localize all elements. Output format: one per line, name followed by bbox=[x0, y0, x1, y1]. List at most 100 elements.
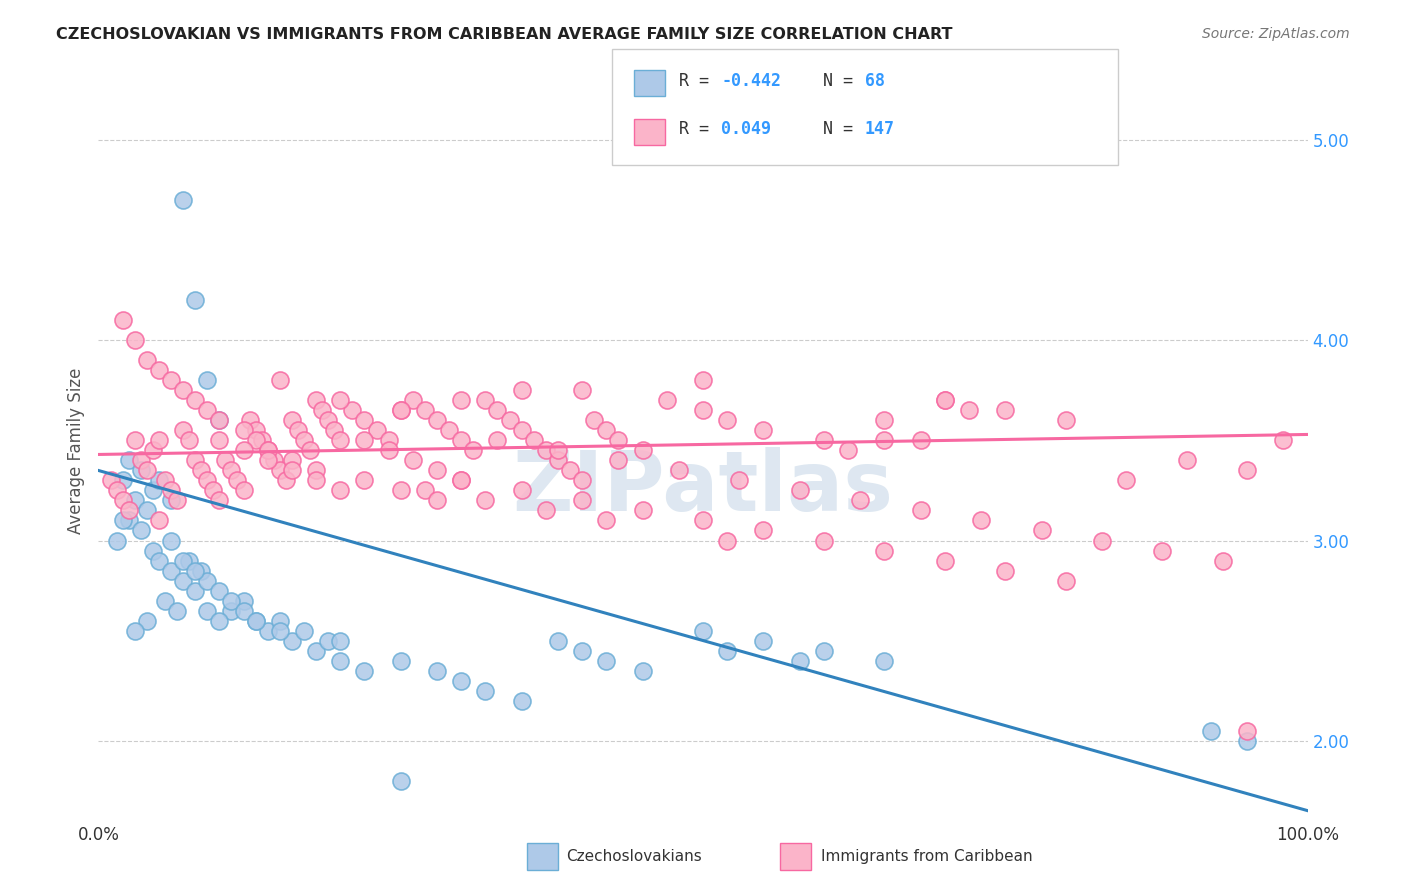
Point bbox=[437, 424, 460, 438]
Point bbox=[184, 393, 207, 408]
Point bbox=[631, 443, 654, 458]
Point bbox=[510, 483, 533, 498]
Point bbox=[837, 443, 859, 458]
Point bbox=[118, 503, 141, 517]
Point bbox=[305, 463, 328, 477]
Point bbox=[281, 633, 304, 648]
Point bbox=[474, 683, 496, 698]
Point bbox=[1175, 453, 1198, 467]
Point bbox=[245, 424, 267, 438]
Point bbox=[142, 543, 165, 558]
Point bbox=[353, 413, 375, 427]
Point bbox=[256, 453, 278, 467]
Point bbox=[728, 474, 751, 488]
Point bbox=[1236, 463, 1258, 477]
Point bbox=[692, 373, 714, 387]
Point bbox=[195, 403, 218, 417]
Point bbox=[232, 593, 254, 607]
Point bbox=[789, 483, 811, 498]
Point bbox=[160, 373, 183, 387]
Point bbox=[124, 624, 146, 638]
Point bbox=[190, 463, 212, 477]
Point bbox=[571, 474, 593, 488]
Point bbox=[281, 413, 304, 427]
Point bbox=[813, 643, 835, 657]
Point bbox=[1236, 723, 1258, 738]
Point bbox=[184, 453, 207, 467]
Point bbox=[316, 633, 339, 648]
Point bbox=[292, 434, 315, 448]
Point bbox=[118, 453, 141, 467]
Point bbox=[607, 434, 630, 448]
Point bbox=[583, 413, 606, 427]
Point bbox=[1236, 733, 1258, 747]
Text: Source: ZipAtlas.com: Source: ZipAtlas.com bbox=[1202, 27, 1350, 41]
Point bbox=[323, 424, 346, 438]
Point bbox=[208, 434, 231, 448]
Point bbox=[274, 474, 297, 488]
Point bbox=[269, 373, 291, 387]
Point bbox=[148, 474, 170, 488]
Point bbox=[111, 514, 134, 528]
Point bbox=[166, 493, 188, 508]
Point bbox=[208, 614, 231, 628]
Point bbox=[413, 403, 436, 417]
Point bbox=[389, 403, 412, 417]
Point bbox=[813, 533, 835, 548]
Point bbox=[523, 434, 546, 448]
Point bbox=[208, 493, 231, 508]
Point bbox=[172, 553, 194, 567]
Point bbox=[105, 483, 128, 498]
Point bbox=[263, 453, 285, 467]
Point bbox=[172, 574, 194, 588]
Point bbox=[692, 514, 714, 528]
Point bbox=[105, 533, 128, 548]
Point bbox=[190, 564, 212, 578]
Point bbox=[607, 453, 630, 467]
Point bbox=[239, 413, 262, 427]
Point bbox=[329, 633, 352, 648]
Point bbox=[486, 403, 509, 417]
Text: 68: 68 bbox=[865, 72, 884, 90]
Point bbox=[426, 493, 449, 508]
Point bbox=[752, 633, 775, 648]
Point bbox=[510, 693, 533, 707]
Point bbox=[142, 483, 165, 498]
Point bbox=[463, 443, 485, 458]
Point bbox=[692, 624, 714, 638]
Point bbox=[716, 413, 738, 427]
Text: 147: 147 bbox=[865, 120, 894, 138]
Point bbox=[160, 564, 183, 578]
Point bbox=[1091, 533, 1114, 548]
Point bbox=[124, 493, 146, 508]
Point bbox=[716, 643, 738, 657]
Point bbox=[789, 654, 811, 668]
Point bbox=[402, 393, 425, 408]
Point bbox=[148, 514, 170, 528]
Point bbox=[172, 384, 194, 398]
Point bbox=[377, 434, 399, 448]
Point bbox=[910, 434, 932, 448]
Point bbox=[329, 654, 352, 668]
Point bbox=[547, 453, 569, 467]
Point bbox=[1115, 474, 1137, 488]
Point bbox=[450, 474, 472, 488]
Point bbox=[934, 553, 956, 567]
Point bbox=[692, 403, 714, 417]
Point bbox=[873, 434, 896, 448]
Point bbox=[232, 443, 254, 458]
Point bbox=[153, 474, 176, 488]
Point bbox=[124, 434, 146, 448]
Point bbox=[1272, 434, 1295, 448]
Point bbox=[305, 393, 328, 408]
Point bbox=[377, 443, 399, 458]
Point bbox=[934, 393, 956, 408]
Point bbox=[849, 493, 872, 508]
Point bbox=[208, 413, 231, 427]
Point bbox=[426, 463, 449, 477]
Point bbox=[873, 413, 896, 427]
Point bbox=[135, 503, 157, 517]
Point bbox=[232, 424, 254, 438]
Point bbox=[269, 463, 291, 477]
Point bbox=[148, 363, 170, 377]
